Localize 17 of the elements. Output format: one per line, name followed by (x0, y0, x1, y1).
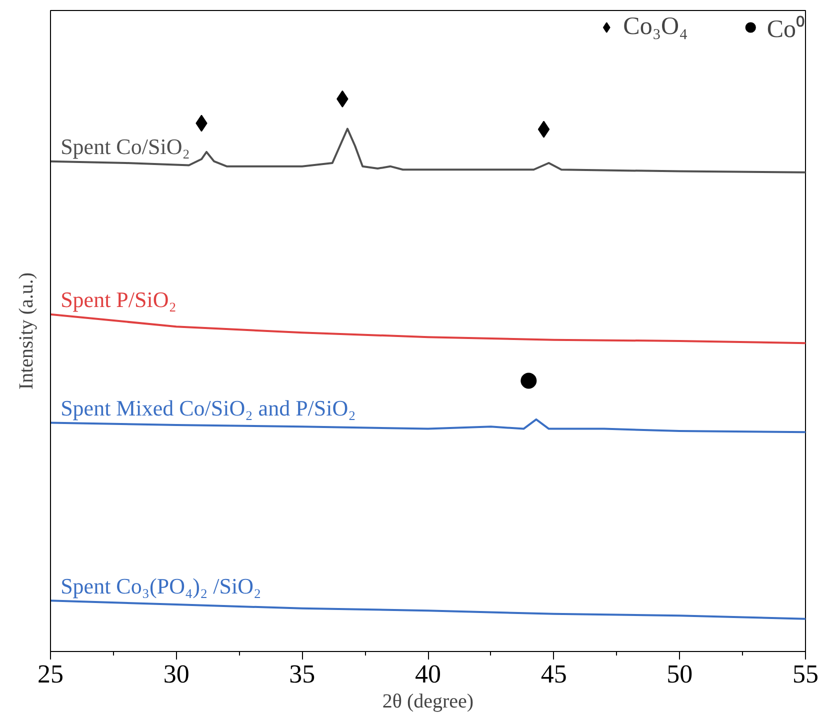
x-tick-label: 35 (289, 660, 316, 688)
point (538, 120, 550, 138)
series-label: Spent Co/SiO₂ (60, 134, 190, 160)
x-tick-label: 50 (666, 660, 693, 688)
series-label: Spent P/SiO₂ (60, 287, 176, 312)
x-tick-label: 40 (415, 660, 441, 688)
series-label: Spent Co₃(PO₄)₂ /SiO₂ (60, 573, 262, 598)
point (520, 372, 537, 389)
x-tick-label: 25 (38, 660, 64, 688)
x-axis-title: 2θ (degree) (382, 690, 474, 712)
series-label: Spent Mixed Co/SiO₂ and P/SiO₂ (60, 396, 356, 421)
y-axis-title: Intensity (a.u.) (16, 272, 38, 390)
x-tick-label: 30 (163, 660, 190, 688)
x-tick-label: 55 (792, 660, 818, 688)
x-tick-label: 45 (540, 660, 567, 688)
legend-label: Co⁰ (766, 14, 805, 44)
legend-label: Co₃O₄ (623, 13, 688, 41)
